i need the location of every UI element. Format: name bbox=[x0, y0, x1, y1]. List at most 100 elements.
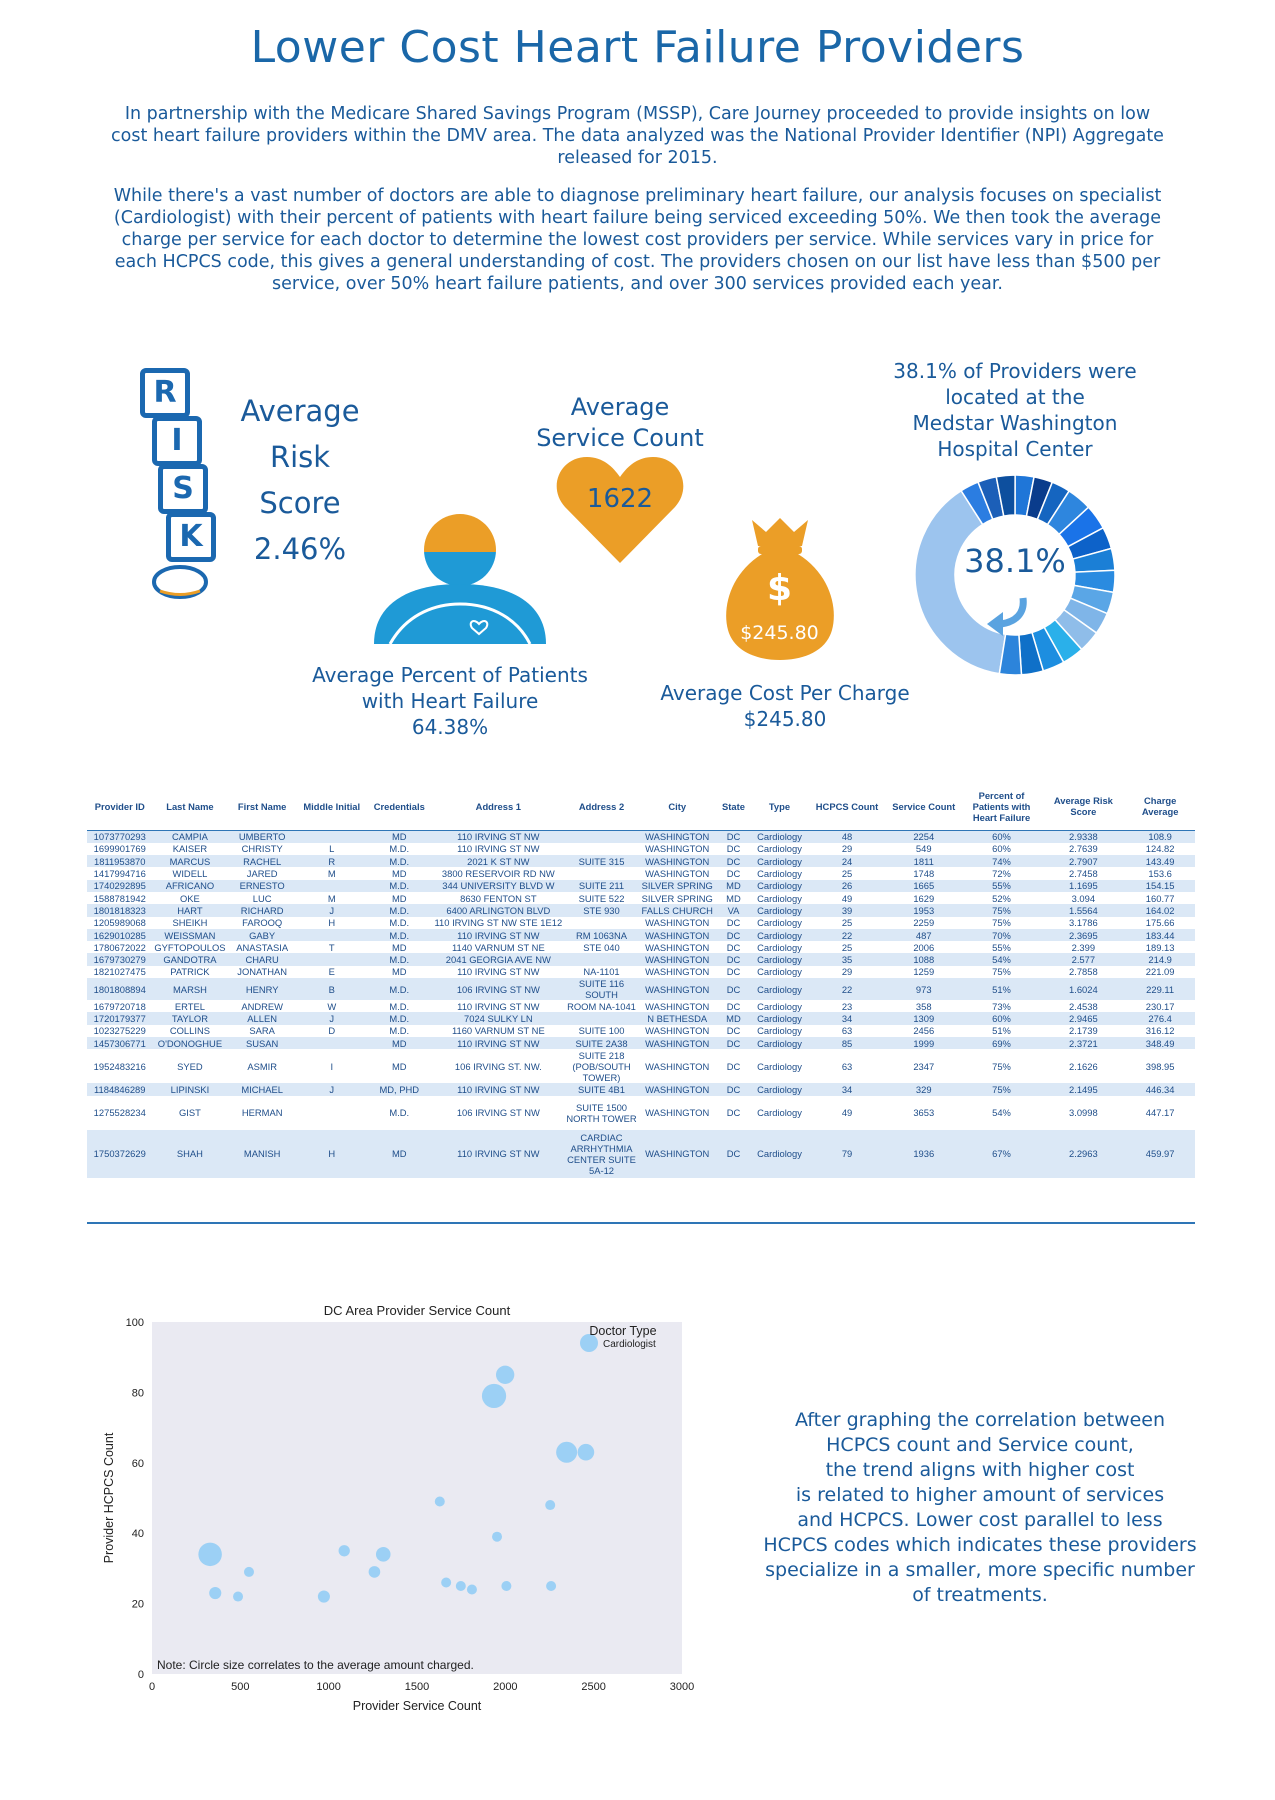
table-row: 1588781942 OKE LUC M MD 8630 FENTON ST SUITE 5… bbox=[87, 891, 1195, 905]
x-axis-label: Provider Service Count bbox=[353, 1699, 482, 1713]
cell-average-risk-score: 2.1626 bbox=[1069, 1060, 1098, 1072]
cell-hcpcs-count: 85 bbox=[841, 1037, 853, 1049]
cell-middle-initial bbox=[297, 831, 367, 843]
cell-first-name: GABY bbox=[249, 929, 276, 941]
cell-hcpcs-count: 25 bbox=[841, 868, 853, 880]
cell-credentials: M.D. bbox=[389, 917, 410, 929]
cell-provider-id: 1952483216 bbox=[93, 1060, 146, 1072]
cell-state: DC bbox=[726, 954, 741, 966]
cell-average-risk-score: 2.577 bbox=[1071, 954, 1096, 966]
cell-middle-initial: B bbox=[328, 983, 335, 995]
cell-percent-heart-failure: 75% bbox=[992, 1060, 1011, 1072]
table-row: 1750372629 SHAH MANISH H MD 110 IRVING ST NW C… bbox=[87, 1129, 1195, 1178]
cell-provider-id: 1801818323 bbox=[93, 904, 146, 916]
cell-address-2: SUITE 1500 NORTH TOWER bbox=[566, 1101, 637, 1124]
cell-state: MD bbox=[726, 892, 741, 904]
cell-last-name: GIST bbox=[178, 1107, 201, 1119]
cost-per-charge-stat: Average Cost Per Charge $245.80 bbox=[620, 680, 950, 732]
cell-charge-average: 398.95 bbox=[1145, 1060, 1175, 1072]
risk-letter-r: R bbox=[140, 368, 190, 418]
legend-marker bbox=[580, 1334, 598, 1352]
cell-address-1: 106 IRVING ST NW bbox=[456, 983, 540, 995]
cell-address-2: SUITE 218 (POB/SOUTH TOWER) bbox=[572, 1049, 631, 1083]
cell-provider-id: 1699901769 bbox=[93, 843, 146, 855]
cell-hcpcs-count: 24 bbox=[841, 855, 853, 867]
cell-average-risk-score: 3.1786 bbox=[1069, 917, 1098, 929]
cell-state: DC bbox=[726, 1148, 741, 1160]
cell-state: DC bbox=[726, 917, 741, 929]
table-row: 1811953870 MARCUS RACHEL R M.D. 2021 K ST NW S… bbox=[87, 855, 1195, 868]
scatter-point bbox=[434, 1496, 445, 1507]
cell-city: SILVER SPRING bbox=[641, 880, 713, 892]
cell-first-name: RICHARD bbox=[240, 904, 284, 916]
cell-last-name: LIPINSKI bbox=[170, 1083, 210, 1095]
column-header-city: City bbox=[638, 782, 717, 831]
cell-address-2: SUITE 4B1 bbox=[578, 1083, 625, 1095]
y-tick-label: 80 bbox=[132, 1387, 144, 1399]
cell-credentials: MD bbox=[391, 966, 407, 978]
cell-provider-id: 1780672022 bbox=[93, 941, 146, 953]
cell-percent-heart-failure: 72% bbox=[992, 868, 1011, 880]
cell-credentials: M.D. bbox=[389, 904, 410, 916]
legend-title: Doctor Type bbox=[589, 1324, 656, 1338]
scatter-point bbox=[338, 1545, 350, 1557]
cell-type: Cardiology bbox=[757, 966, 802, 978]
cell-percent-heart-failure: 75% bbox=[992, 917, 1011, 929]
cell-address-2: NA-1101 bbox=[583, 966, 620, 978]
cell-service-count: 1936 bbox=[913, 1148, 935, 1160]
cell-last-name: WIDELL bbox=[172, 868, 208, 880]
dollar-sign: $ bbox=[766, 568, 793, 609]
y-tick-label: 20 bbox=[132, 1599, 144, 1611]
cell-city: WASHINGTON bbox=[645, 917, 710, 929]
cell-last-name: ERTEL bbox=[174, 1000, 205, 1012]
trend-line: the trend aligns with higher cost bbox=[825, 1459, 1135, 1481]
cell-charge-average: 154.15 bbox=[1145, 880, 1175, 892]
cell-first-name: HERMAN bbox=[241, 1107, 283, 1119]
cell-address-1: 1140 VARNUM ST NE bbox=[451, 941, 545, 953]
risk-letter-s: S bbox=[158, 464, 208, 514]
cell-service-count: 487 bbox=[915, 929, 932, 941]
table-row: 1184846289 LIPINSKI MICHAEL J MD, PHD 110 IRV… bbox=[87, 1083, 1195, 1096]
cell-address-1: 8630 FENTON ST bbox=[460, 892, 537, 904]
cell-middle-initial bbox=[297, 929, 367, 941]
cell-provider-id: 1275528234 bbox=[93, 1107, 146, 1119]
cell-percent-heart-failure: 54% bbox=[992, 954, 1011, 966]
cell-type: Cardiology bbox=[757, 1025, 802, 1037]
cell-type: Cardiology bbox=[757, 1013, 802, 1024]
cell-address-2: SUITE 522 bbox=[578, 892, 625, 904]
scatter-point bbox=[455, 1581, 466, 1591]
cell-middle-initial bbox=[297, 953, 367, 965]
cell-state: DC bbox=[726, 1025, 741, 1037]
medstar-stat: 38.1% of Providers were located at the M… bbox=[870, 358, 1160, 462]
risk-score-stat: Average Risk Score 2.46% bbox=[215, 388, 385, 572]
risk-letter-i: I bbox=[152, 416, 202, 466]
risk-label-line2: Risk bbox=[269, 440, 331, 474]
cell-city: WASHINGTON bbox=[645, 855, 710, 867]
risk-ball-icon bbox=[152, 565, 208, 599]
trend-line: After graphing the correlation between bbox=[794, 1409, 1166, 1431]
intro-paragraph: In partnership with the Medicare Shared … bbox=[111, 104, 1164, 168]
cell-first-name: HENRY bbox=[245, 983, 279, 995]
cell-city: WASHINGTON bbox=[645, 1107, 710, 1119]
cell-charge-average: 175.66 bbox=[1145, 917, 1175, 929]
y-tick-label: 100 bbox=[126, 1317, 144, 1329]
cell-city: WASHINGTON bbox=[645, 1148, 710, 1160]
cell-address-1: 110 IRVING ST NW bbox=[457, 1037, 540, 1049]
cell-service-count: 1665 bbox=[913, 880, 935, 892]
cell-type: Cardiology bbox=[757, 1107, 802, 1119]
cell-last-name: KAISER bbox=[172, 843, 208, 855]
scatter-point bbox=[577, 1443, 595, 1461]
cell-percent-heart-failure: 75% bbox=[992, 1083, 1011, 1095]
cell-service-count: 1811 bbox=[913, 855, 934, 867]
cell-address-1: 110 IRVING ST NW bbox=[457, 1083, 540, 1095]
cell-hcpcs-count: 48 bbox=[841, 831, 853, 843]
cell-address-2 bbox=[565, 867, 639, 879]
x-tick-label: 500 bbox=[231, 1681, 249, 1693]
x-tick-label: 3000 bbox=[670, 1681, 694, 1693]
service-count-value: 1622 bbox=[586, 484, 654, 514]
table-row: 1780672022 GYFTOPOULOS ANASTASIA T MD 1140 VA… bbox=[87, 941, 1195, 954]
cell-last-name: OKE bbox=[180, 892, 200, 904]
pct-label-line2: with Heart Failure bbox=[361, 689, 539, 713]
cell-first-name: JONATHAN bbox=[237, 966, 288, 978]
cell-percent-heart-failure: 70% bbox=[992, 929, 1011, 941]
